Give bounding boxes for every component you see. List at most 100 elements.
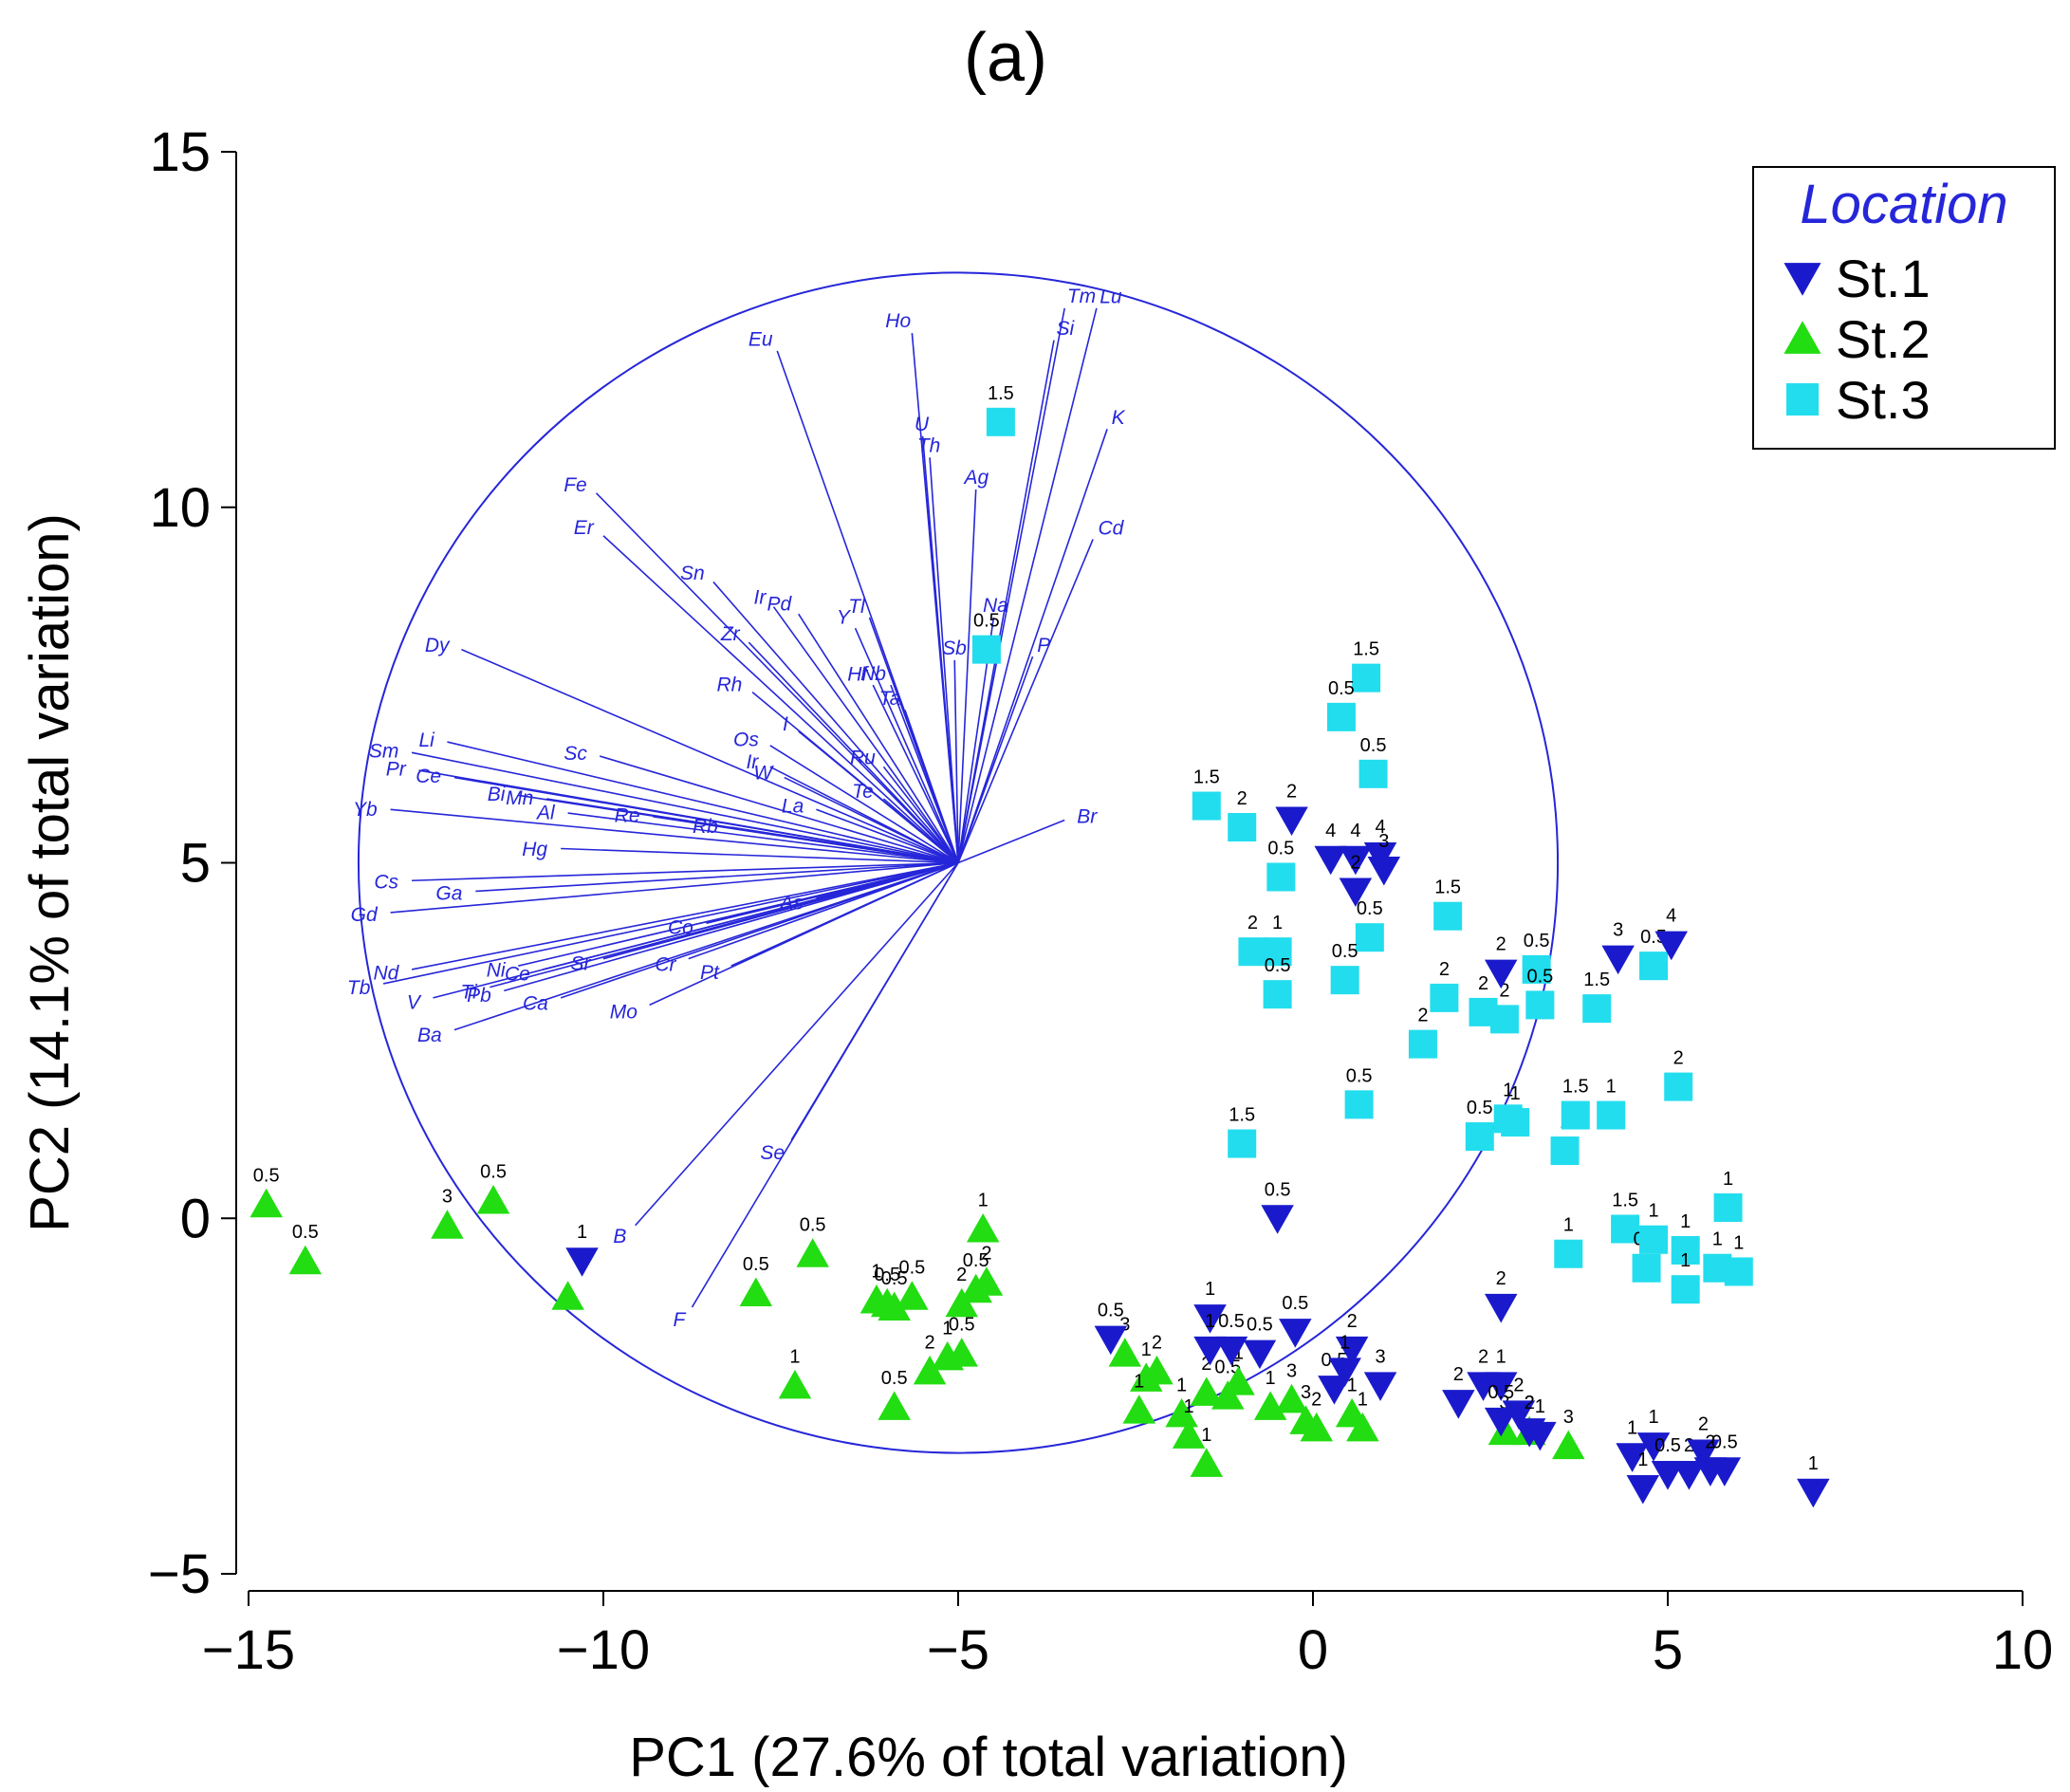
point-label: 0.5: [1282, 1293, 1308, 1314]
point-label: 1.5: [1434, 878, 1461, 898]
point-label: 0.5: [292, 1222, 319, 1243]
loading-vector: [561, 847, 959, 864]
marker-triangle-down: [1601, 945, 1635, 975]
marker-square: [1632, 1253, 1661, 1283]
point-label: 2: [1311, 1389, 1321, 1410]
marker-triangle-up: [1784, 321, 1821, 354]
marker-triangle-down: [1484, 1407, 1518, 1437]
point-label: 0.5: [1247, 1315, 1273, 1336]
marker-square: [1724, 1257, 1753, 1286]
point-label: 0.5: [1218, 1311, 1245, 1332]
marker-square: [1358, 759, 1388, 788]
point-label: 2: [1513, 1375, 1524, 1395]
point-label: 3: [1301, 1382, 1311, 1403]
marker-square: [971, 635, 1001, 664]
point-label: 1: [1184, 1396, 1194, 1417]
vector-label: Hg: [522, 839, 547, 860]
loading-vector: [411, 751, 959, 864]
marker-triangle-down: [1328, 1358, 1361, 1387]
marker-triangle-down: [1261, 1205, 1294, 1234]
vector-label: Ir: [754, 586, 767, 608]
point-label: 0.5: [1265, 955, 1291, 976]
marker-triangle-up: [1165, 1397, 1198, 1428]
marker-triangle-up: [878, 1291, 911, 1321]
point-label: 4: [1325, 821, 1336, 841]
loading-vector: [872, 684, 959, 863]
loading-vector: [691, 862, 959, 1308]
vector-label: Ce: [505, 963, 530, 985]
point-label: 1: [1733, 1232, 1744, 1253]
marker-triangle-up: [1346, 1412, 1379, 1442]
vector-label: Fe: [564, 474, 587, 496]
marker-square: [1263, 937, 1292, 967]
point-label: 1: [1266, 1368, 1276, 1389]
point-label: 2: [1499, 980, 1509, 1001]
point-label: 1: [978, 1190, 989, 1210]
point-label: 1: [1637, 1450, 1648, 1470]
point-label: 1: [1205, 1279, 1215, 1300]
loading-vector: [518, 861, 959, 967]
marker-triangle-down: [1275, 806, 1308, 837]
marker-square: [1263, 980, 1292, 1009]
marker-square: [1639, 951, 1669, 981]
vector-label: Ir: [746, 751, 759, 773]
point-label: 2: [1237, 788, 1248, 809]
point-label: 0.5: [1467, 1098, 1493, 1118]
loading-vector: [957, 656, 1034, 863]
loading-vector: [957, 429, 1108, 863]
point-label: 0.5: [1265, 1179, 1291, 1200]
marker-square: [1522, 954, 1551, 984]
marker-triangle-down: [1243, 1339, 1277, 1370]
loading-vector: [957, 307, 1098, 863]
loading-vector: [957, 489, 977, 863]
vector-label: Rh: [716, 674, 742, 696]
vector-label: Cd: [1099, 518, 1125, 540]
marker-triangle-up: [878, 1391, 911, 1420]
point-label: 4: [1375, 817, 1385, 838]
point-label: 0.5: [800, 1215, 826, 1236]
marker-square: [1408, 1029, 1437, 1059]
marker-triangle-up: [1488, 1415, 1522, 1446]
point-label: 1: [1134, 1372, 1144, 1393]
marker-square: [1266, 862, 1296, 892]
marker-square: [1561, 1100, 1590, 1130]
loading-vector: [957, 539, 1094, 863]
vector-label: Rb: [693, 816, 718, 838]
loading-vector: [921, 435, 959, 863]
point-label: 1: [1723, 1169, 1733, 1190]
point-label: 1: [1358, 1389, 1368, 1410]
point-label: 0.5: [480, 1162, 507, 1183]
point-label: 2: [1453, 1364, 1464, 1385]
marker-triangle-down: [1524, 1421, 1557, 1451]
vector-label: Hf: [847, 663, 869, 685]
marker-square: [1489, 1005, 1519, 1034]
vector-label: Ho: [885, 310, 911, 332]
marker-triangle-down: [1484, 1372, 1518, 1401]
loading-vector: [461, 648, 959, 864]
point-label: 2: [1201, 1354, 1211, 1375]
vector-label: Sn: [680, 563, 705, 584]
vector-label: P: [1037, 635, 1050, 656]
point-label: 2: [1286, 782, 1297, 803]
marker-triangle-up: [551, 1281, 584, 1310]
point-label: 3: [1378, 831, 1389, 852]
marker-square: [1330, 966, 1359, 995]
loading-vector: [929, 457, 959, 863]
point-label: 1: [1648, 1201, 1658, 1222]
point-label: 1.5: [988, 383, 1014, 404]
point-label: 1.5: [1229, 1105, 1255, 1126]
loading-vector: [382, 861, 959, 985]
axes: −15 −10 −5 0 5 10 −5 0 5 10 15: [148, 121, 2053, 1681]
loading-vector: [411, 861, 959, 970]
point-label: 1: [871, 1261, 881, 1282]
point-label: 2: [1684, 1435, 1694, 1456]
y-tick-label: −5: [148, 1543, 211, 1605]
point-label: 2: [1248, 913, 1258, 933]
marker-triangle-up: [1222, 1366, 1255, 1395]
marker-square: [1501, 1108, 1530, 1137]
vector-label: Nb: [860, 663, 886, 685]
y-tick-label: 15: [149, 121, 211, 183]
point-label: 2: [1525, 1393, 1535, 1413]
vector-label: Tl: [848, 596, 866, 618]
